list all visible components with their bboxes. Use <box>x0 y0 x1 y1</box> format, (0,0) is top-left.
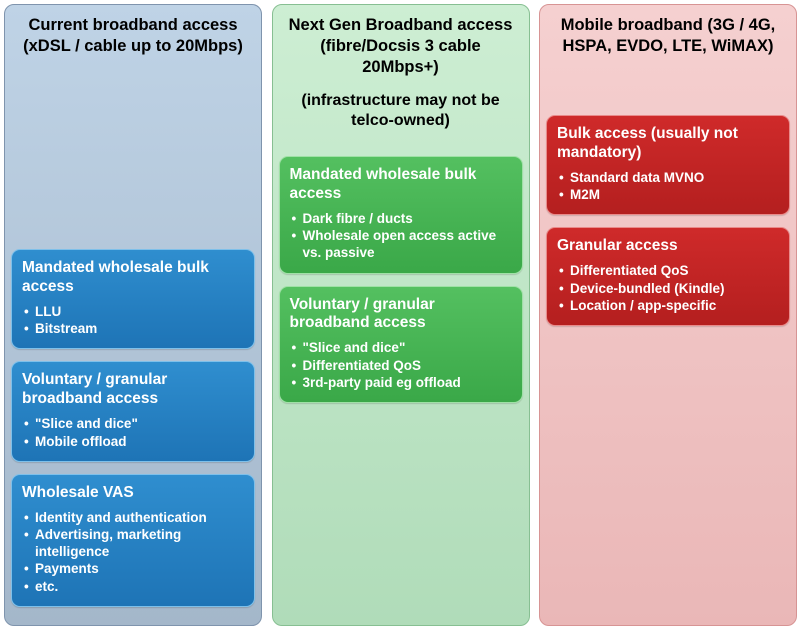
column-current-broadband: Current broadband access (xDSL / cable u… <box>4 4 262 626</box>
card-list: "Slice and dice" Differentiated QoS 3rd-… <box>290 339 512 391</box>
list-item: Device-bundled (Kindle) <box>559 280 779 297</box>
column-subheader: (infrastructure may not be telco-owned) <box>279 91 523 132</box>
list-item: Identity and authentication <box>24 509 244 526</box>
list-item: LLU <box>24 303 244 320</box>
card-list: Differentiated QoS Device-bundled (Kindl… <box>557 262 779 314</box>
column-nextgen-broadband: Next Gen Broadband access (fibre/Docsis … <box>272 4 530 626</box>
column-header: Current broadband access (xDSL / cable u… <box>11 13 255 91</box>
list-item: Mobile offload <box>24 433 244 450</box>
list-item: 3rd-party paid eg offload <box>292 374 512 391</box>
list-item: Dark fibre / ducts <box>292 210 512 227</box>
card-bulk-access: Bulk access (usually not mandatory) Stan… <box>546 115 790 215</box>
cards-container: Mandated wholesale bulk access Dark fibr… <box>279 132 523 415</box>
card-voluntary-granular: Voluntary / granular broadband access "S… <box>11 361 255 461</box>
list-item: etc. <box>24 578 244 595</box>
card-list: "Slice and dice" Mobile offload <box>22 415 244 450</box>
list-item: Standard data MVNO <box>559 169 779 186</box>
list-item: Payments <box>24 560 244 577</box>
list-item: Advertising, marketing intelligence <box>24 526 244 561</box>
card-mandated-bulk: Mandated wholesale bulk access LLU Bitst… <box>11 249 255 349</box>
card-granular-access: Granular access Differentiated QoS Devic… <box>546 227 790 326</box>
list-item: Wholesale open access active vs. passive <box>292 227 512 262</box>
card-title: Voluntary / granular broadband access <box>290 296 512 334</box>
card-list: Standard data MVNO M2M <box>557 169 779 204</box>
card-wholesale-vas: Wholesale VAS Identity and authenticatio… <box>11 474 255 607</box>
card-title: Mandated wholesale bulk access <box>290 166 512 204</box>
card-mandated-bulk: Mandated wholesale bulk access Dark fibr… <box>279 156 523 274</box>
list-item: "Slice and dice" <box>292 339 512 356</box>
card-voluntary-granular: Voluntary / granular broadband access "S… <box>279 286 523 404</box>
list-item: Location / app-specific <box>559 297 779 314</box>
card-title: Wholesale VAS <box>22 484 244 503</box>
column-mobile-broadband: Mobile broadband (3G / 4G, HSPA, EVDO, L… <box>539 4 797 626</box>
cards-container: Mandated wholesale bulk access LLU Bitst… <box>11 239 255 619</box>
column-header: Mobile broadband (3G / 4G, HSPA, EVDO, L… <box>546 13 790 91</box>
list-item: Differentiated QoS <box>292 357 512 374</box>
card-title: Bulk access (usually not mandatory) <box>557 125 779 163</box>
list-item: "Slice and dice" <box>24 415 244 432</box>
card-title: Granular access <box>557 237 779 256</box>
list-item: M2M <box>559 186 779 203</box>
card-title: Mandated wholesale bulk access <box>22 259 244 297</box>
card-list: LLU Bitstream <box>22 303 244 338</box>
column-header: Next Gen Broadband access (fibre/Docsis … <box>279 13 523 91</box>
card-list: Dark fibre / ducts Wholesale open access… <box>290 210 512 262</box>
cards-container: Bulk access (usually not mandatory) Stan… <box>546 91 790 338</box>
list-item: Differentiated QoS <box>559 262 779 279</box>
card-title: Voluntary / granular broadband access <box>22 371 244 409</box>
list-item: Bitstream <box>24 320 244 337</box>
card-list: Identity and authentication Advertising,… <box>22 509 244 595</box>
